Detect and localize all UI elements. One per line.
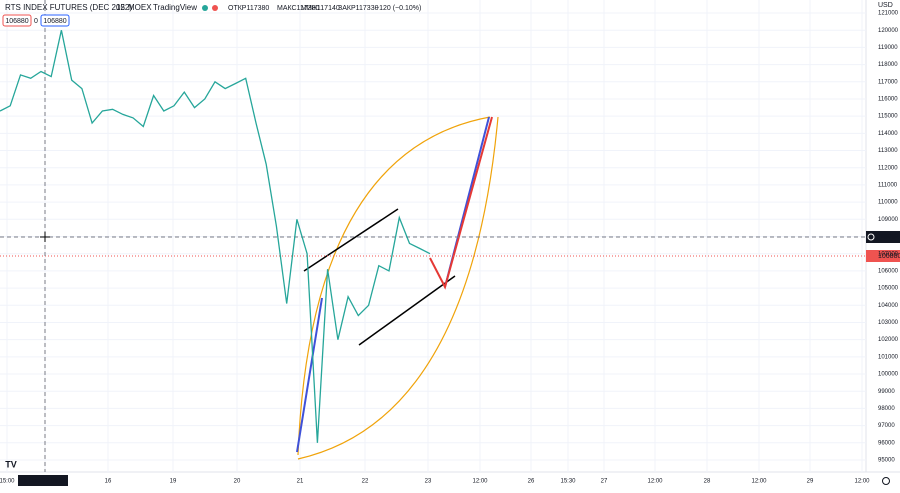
ohlc-change: −120 (−0.10%) [375,5,421,12]
arc-drawing [297,116,499,460]
y-tick-label: 112000 [878,165,898,171]
x-tick-label: 26 [528,479,535,485]
y-tick-label: 102000 [878,337,899,343]
y-tick-label: 114000 [878,131,898,137]
interval[interactable]: 15 [116,3,125,12]
crosshair-cursor [40,232,50,242]
ohlc-open: ОТКР117380 [228,5,269,12]
y-tick-label: 95000 [878,458,895,464]
y-tick-label: 113000 [878,148,898,154]
y-tick-label: 108000 [878,234,899,240]
value-box-text: 106880 [43,18,66,25]
y-tick-label: 119000 [878,45,898,51]
y-tick-label: 107000 [878,251,899,257]
x-tick-label: 12:00 [751,479,767,485]
x-tick-label: 15 Сен '22 09:00 [20,479,66,485]
x-tick-label: 23 [425,479,432,485]
y-tick-label: 110000 [878,200,898,206]
last-price-tag [866,250,900,262]
y-tick-label: 118000 [878,62,898,68]
ohlc-low: МИН117140 [301,5,340,12]
exchange: MOEX [128,3,152,12]
y-tick-label: 97000 [878,423,895,429]
y-tick-label: 111000 [878,183,898,189]
x-tick-label: 19 [170,479,177,485]
y-tick-label: 100000 [878,372,899,378]
price-line [0,30,431,443]
status-dot [202,5,208,11]
time-tag [18,475,68,486]
grid [0,0,866,472]
status-dot [212,5,218,11]
crosshair-price-tag [866,231,900,243]
x-tick-label: 15:00 [0,479,15,485]
arc-drawing [297,116,491,456]
y-tick-label: 115000 [878,114,898,120]
value-box [40,14,70,27]
value-box [2,14,32,27]
x-tick-label: 22 [362,479,369,485]
source: TradingView [153,3,197,12]
last-price: 106880 [878,253,900,260]
settings-icon[interactable] [882,477,890,485]
x-tick-label: 12:00 [472,479,488,485]
ohlc-close: ЗАКР117330 [338,5,379,12]
y-tick-label: 104000 [878,303,899,309]
trend-line [358,275,456,346]
x-tick-label: 27 [601,479,608,485]
y-tick-label: 117000 [878,79,898,85]
price-series [0,30,431,443]
trend-line [303,208,399,272]
x-tick-label: 29 [807,479,814,485]
x-tick-label: 28 [704,479,711,485]
trend-line [296,297,323,453]
x-tick-label: 21 [297,479,304,485]
symbol[interactable]: RTS INDEX FUTURES (DEC 2022) [5,3,132,12]
logo: TV [5,459,17,469]
y-tick-label: 106000 [878,268,899,274]
x-tick-label: 12:00 [647,479,663,485]
y-tick-label: 116000 [878,97,898,103]
currency[interactable]: USD [878,2,893,9]
x-tick-label: 20 [234,479,241,485]
x-tick-label: 16 [105,479,112,485]
y-tick-label: 121000 [878,11,899,17]
projection-line [429,116,493,290]
add-icon[interactable] [867,233,875,241]
value-box-text: 106880 [5,18,28,25]
y-tick-label: 109000 [878,217,899,223]
y-tick-label: 99000 [878,389,895,395]
x-tick-label: 15:30 [560,479,576,485]
y-tick-label: 120000 [878,28,899,34]
y-tick-label: 103000 [878,320,899,326]
ohlc-high: МАКС117380 [277,5,320,12]
y-tick-label: 98000 [878,406,895,412]
value-box-text: 0 [34,18,38,25]
y-tick-label: 105000 [878,286,899,292]
crosshair-price: 107940 [880,234,900,241]
x-tick-label: 12:00 [854,479,870,485]
y-tick-label: 101000 [878,354,899,360]
y-tick-label: 96000 [878,440,895,446]
